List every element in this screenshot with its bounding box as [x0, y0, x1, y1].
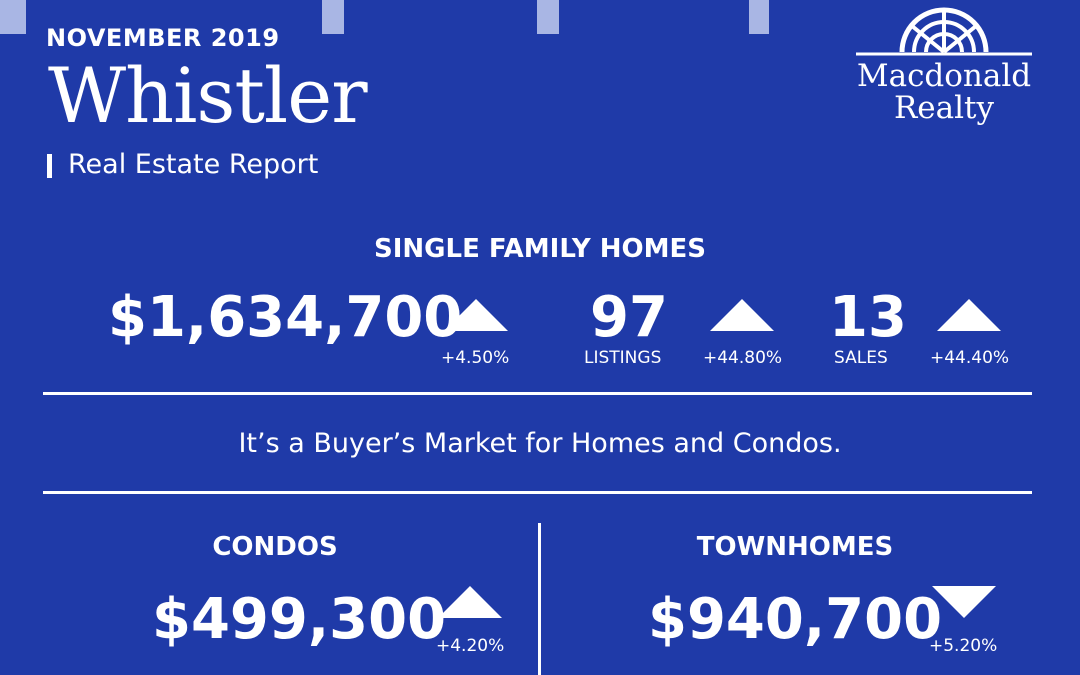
single-family-sales: 13: [829, 285, 907, 350]
subtitle-accent-bar: [47, 154, 52, 178]
top-tab-decoration: [0, 0, 26, 34]
divider-top: [43, 392, 1032, 395]
price-trend-up-icon: [444, 299, 508, 331]
top-tab-decoration: [749, 0, 769, 34]
logo-name-line1: Macdonald: [856, 58, 1032, 94]
city-title: Whistler: [48, 51, 368, 140]
top-tab-decoration: [322, 0, 344, 34]
townhomes-trend-down-icon: [932, 586, 996, 618]
logo-arch-icon: [856, 7, 1032, 56]
condos-change: +4.20%: [436, 636, 505, 656]
single-family-sales-change: +44.40%: [930, 348, 1010, 368]
townhomes-change: +5.20%: [929, 636, 998, 656]
market-tagline: It’s a Buyer’s Market for Homes and Cond…: [238, 428, 842, 459]
single-family-listings-change: +44.80%: [703, 348, 783, 368]
logo-name-line2: Realty: [893, 90, 995, 126]
single-family-price: $1,634,700: [108, 285, 463, 350]
townhomes-title: TOWNHOMES: [696, 532, 894, 562]
condos-price: $499,300: [152, 587, 447, 652]
column-divider: [538, 523, 541, 675]
condos-trend-up-icon: [438, 586, 502, 618]
top-tab-decoration: [537, 0, 559, 34]
single-family-title: SINGLE FAMILY HOMES: [374, 234, 706, 264]
townhomes-price: $940,700: [648, 587, 943, 652]
report-subtitle: Real Estate Report: [68, 149, 319, 180]
macdonald-realty-logo: Macdonald Realty: [850, 4, 1038, 154]
single-family-listings: 97: [590, 285, 668, 350]
sales-label: SALES: [834, 348, 888, 368]
sales-trend-up-icon: [937, 299, 1001, 331]
report-month: NOVEMBER 2019: [46, 24, 280, 52]
listings-label: LISTINGS: [584, 348, 662, 368]
divider-bottom: [43, 491, 1032, 494]
listings-trend-up-icon: [710, 299, 774, 331]
single-family-price-change: +4.50%: [441, 348, 510, 368]
condos-title: CONDOS: [212, 532, 338, 562]
